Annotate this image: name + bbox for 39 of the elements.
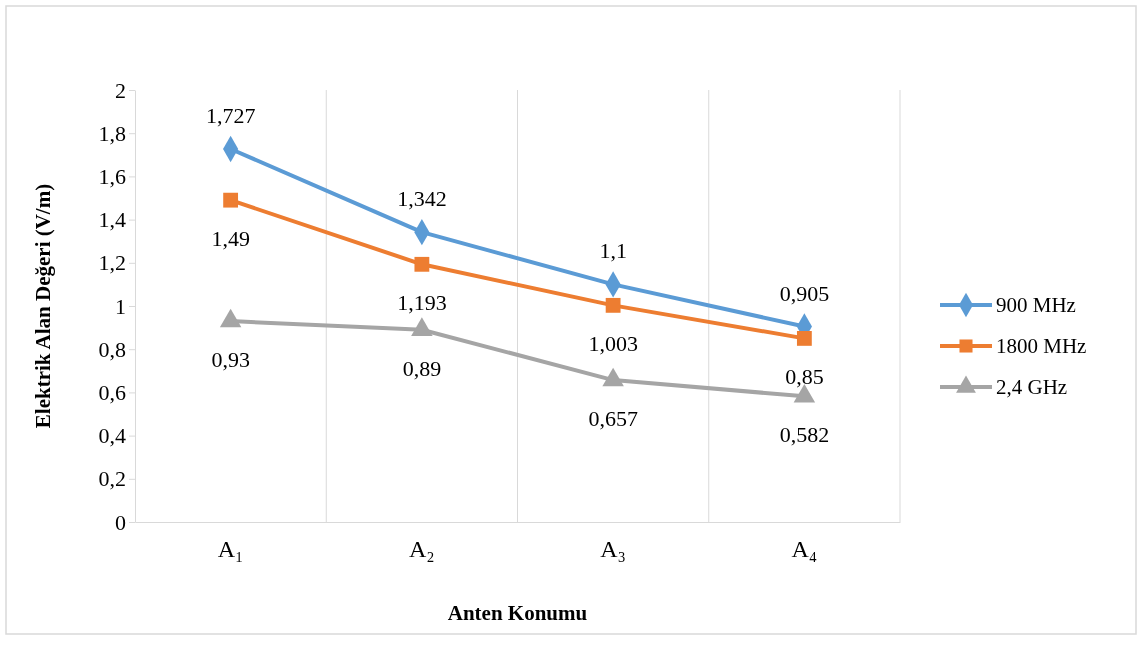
data-label: 1,49 (211, 226, 250, 252)
y-tick-label: 2 (115, 77, 126, 103)
data-label: 0,85 (785, 364, 824, 390)
data-label: 0,582 (779, 422, 830, 448)
x-tick-label: A₁ (217, 536, 244, 563)
y-tick-label: 1,4 (98, 207, 126, 233)
data-label: 1,1 (599, 238, 627, 264)
legend-label: 1800 MHz (996, 334, 1087, 358)
x-tick-label: A₂ (409, 536, 435, 563)
y-tick-label: 1,6 (98, 163, 126, 189)
point (796, 330, 812, 346)
data-label: 1,003 (588, 331, 638, 357)
point (602, 367, 624, 387)
point (414, 256, 430, 272)
data-label: 1,193 (397, 290, 447, 316)
y-tick-label: 1,8 (98, 120, 126, 146)
data-label: 0,657 (588, 406, 638, 432)
legend-label: 900 MHz (996, 293, 1076, 317)
y-tick-label: 1 (115, 293, 126, 319)
x-tick-label: A₃ (600, 536, 626, 563)
point (219, 308, 242, 328)
data-label: 0,93 (211, 347, 250, 373)
y-tick-label: 1,2 (98, 250, 126, 276)
data-label: 0,905 (779, 280, 830, 306)
data-label: 1,727 (205, 102, 256, 128)
point (605, 297, 621, 313)
point (223, 192, 239, 208)
y-tick-label: 0,4 (98, 423, 126, 449)
y-axis-title: Elektrik Alan Değeri (V/m) (31, 183, 55, 429)
y-tick-label: 0,6 (98, 379, 126, 405)
x-axis-title: Anten Konumu (447, 601, 588, 625)
data-label: 0,89 (402, 355, 442, 381)
y-tick-label: 0 (115, 509, 126, 535)
point (411, 317, 433, 336)
data-label: 1,342 (397, 186, 447, 212)
y-tick-label: 0,8 (98, 336, 126, 362)
x-tick-label: A₄ (791, 536, 818, 563)
y-tick-label: 0,2 (98, 466, 126, 492)
legend-label: 2,4 GHz (996, 375, 1068, 399)
